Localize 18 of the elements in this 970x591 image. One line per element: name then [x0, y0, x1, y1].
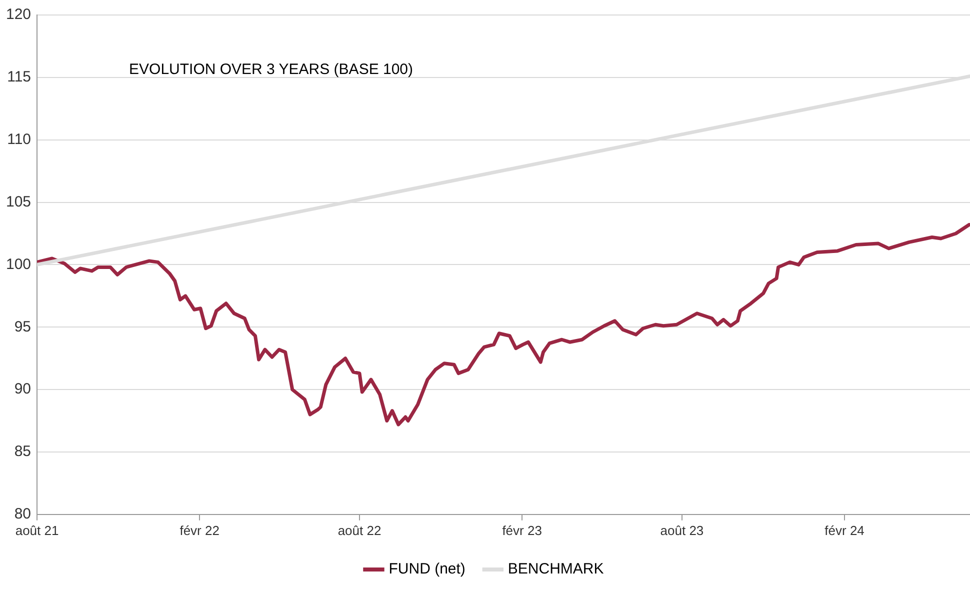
x-tick-label: août 21 — [15, 522, 59, 538]
y-tick-label: 110 — [7, 130, 32, 148]
x-tick-label: févr 22 — [180, 522, 220, 538]
text: EVOLUTION OVER 3 YEARS (BASE 100) — [129, 61, 414, 78]
legend-label: FUND (net) — [388, 560, 466, 578]
y-tick-label: 95 — [14, 318, 32, 336]
x-tick-label: févr 23 — [502, 522, 542, 538]
x-tick-label: août 22 — [338, 522, 382, 538]
legend-label: BENCHMARK — [508, 560, 604, 578]
x-tick-label: août 23 — [660, 522, 704, 538]
x-tick-label: févr 24 — [824, 522, 864, 538]
y-tick-label: 80 — [14, 506, 32, 523]
y-tick-label: 100 — [6, 256, 32, 273]
y-tick-label: 115 — [7, 68, 32, 86]
y-tick-label: 120 — [6, 6, 32, 24]
y-tick-label: 90 — [14, 380, 32, 398]
y-tick-label: 85 — [14, 443, 32, 460]
y-tick-label: 105 — [6, 193, 32, 210]
